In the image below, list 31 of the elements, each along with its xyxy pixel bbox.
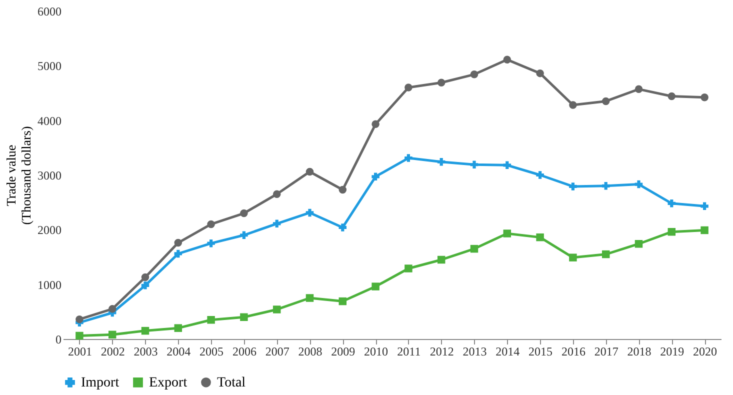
x-tick-label: 2008 (298, 344, 322, 358)
x-tick-label: 2006 (232, 344, 256, 358)
x-tick-label: 2016 (561, 344, 586, 358)
x-tick-label: 2007 (265, 344, 290, 358)
x-tick-label: 2010 (364, 344, 388, 358)
y-tick-label: 2000 (38, 223, 62, 238)
x-tick-label: 2014 (496, 344, 520, 358)
x-tick-label: 2012 (430, 344, 454, 358)
x-tick-label: 2019 (660, 344, 684, 358)
x-tick-label: 2011 (397, 344, 421, 358)
legend-label: Import (81, 375, 120, 390)
x-tick-label: 2013 (462, 344, 487, 358)
x-tick-label: 2015 (528, 344, 553, 358)
y-tick-label: 5000 (38, 59, 62, 74)
x-tick-label: 2017 (594, 344, 618, 358)
y-tick-label: 1000 (38, 278, 62, 292)
legend-label: Export (149, 375, 188, 390)
y-tick-label: 4000 (38, 114, 62, 128)
x-tick-label: 2002 (100, 344, 125, 358)
x-tick-label: 2004 (166, 344, 191, 358)
y-axis-title: Trade value (Thousand dollars) (4, 126, 34, 225)
y-tick-label: 3000 (38, 168, 62, 182)
legend-label: Total (217, 375, 246, 390)
x-tick-label: 2020 (693, 344, 718, 358)
y-tick-label: 6000 (38, 4, 62, 18)
x-tick-label: 2001 (68, 344, 92, 358)
x-tick-label: 2003 (134, 344, 158, 358)
y-tick-label: 0 (56, 332, 62, 346)
x-tick-label: 2005 (200, 344, 224, 358)
x-tick-label: 2009 (331, 344, 356, 358)
x-tick-label: 2018 (627, 344, 652, 358)
